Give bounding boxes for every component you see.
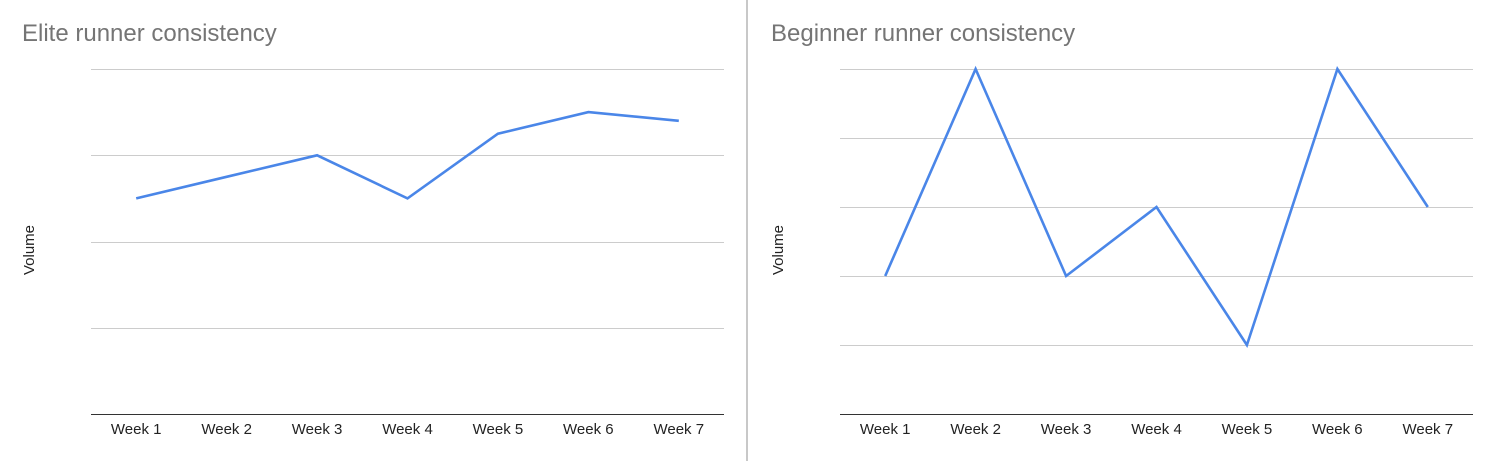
elite-x-tick-label: Week 1	[111, 421, 162, 438]
elite-x-tick-label: Week 7	[653, 421, 704, 438]
elite-x-tick-label: Week 5	[473, 421, 524, 438]
elite-y-axis-label: Volume	[21, 225, 38, 275]
elite-chart-title: Elite runner consistency	[22, 20, 277, 47]
beginner-x-tick-label: Week 6	[1312, 421, 1363, 438]
beginner-y-axis-label: Volume	[770, 225, 787, 275]
elite-chart-panel: Elite runner consistency Volume Week 1 We…	[0, 0, 746, 461]
elite-series-line	[135, 110, 679, 200]
beginner-chart-title: Beginner runner consistency	[771, 20, 1075, 47]
beginner-plot-area: Week 1 Week 2 Week 3 Week 4 Week 5 Week 6 Week…	[840, 65, 1473, 438]
beginner-x-tick-label: Week 4	[1131, 421, 1182, 438]
beginner-x-tick-label: Week 1	[860, 421, 911, 438]
beginner-chart-panel: Beginner runner consistency Volume Week …	[748, 0, 1500, 461]
beginner-x-tick-label: Week 3	[1041, 421, 1092, 438]
beginner-x-tick-label: Week 2	[950, 421, 1001, 438]
beginner-chart-svg: Beginner runner consistency Volume Week …	[770, 20, 1473, 438]
elite-x-tick-label: Week 6	[563, 421, 614, 438]
panel-divider	[746, 0, 748, 461]
beginner-x-tick-label: Week 5	[1222, 421, 1273, 438]
beginner-x-tick-label: Week 7	[1402, 421, 1453, 438]
beginner-series-line	[884, 65, 1429, 348]
elite-plot-area: Week 1 Week 2 Week 3 Week 4 Week 5 Week 6 Week…	[91, 69, 724, 438]
elite-x-tick-label: Week 2	[201, 421, 252, 438]
elite-chart-svg: Elite runner consistency Volume Week 1 We…	[21, 20, 724, 438]
elite-x-tick-label: Week 4	[382, 421, 433, 438]
elite-x-tick-label: Week 3	[292, 421, 343, 438]
